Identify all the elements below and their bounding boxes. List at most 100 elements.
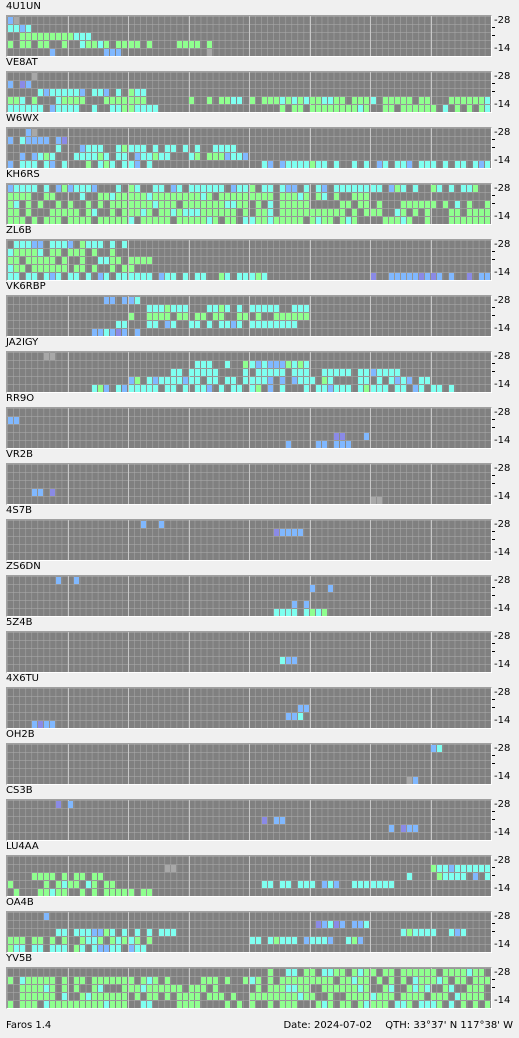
signal-cell [152,152,158,160]
signal-cell [334,208,340,216]
signal-cell [219,312,225,320]
signal-cell [49,240,55,248]
signal-cell [394,376,400,384]
signal-cell [231,96,237,104]
signal-cell [49,272,55,280]
signal-cell [467,984,473,992]
signal-cell [249,184,255,192]
signal-cell [279,656,285,664]
beacon-panel: VR2B -28 -14 [0,448,519,505]
signal-cell [104,296,110,304]
axis-label-top: -28 [494,407,511,418]
signal-cell [49,352,55,360]
signal-cell [461,864,467,872]
signal-cell [388,104,394,112]
signal-cell [310,976,315,984]
beacon-panel: YV5B -28 -14 [0,952,519,1009]
signal-cell [461,992,467,1000]
signal-cell [92,40,98,48]
signal-cell [261,816,267,824]
signal-cell [31,936,37,944]
signal-cell [61,880,67,888]
signal-cell [61,256,67,264]
signal-cell [158,208,164,216]
signal-cell [25,240,31,248]
signal-cell [55,800,61,808]
signal-cell [176,216,182,224]
signal-cell [334,984,340,992]
grid-divider [128,688,129,728]
axis-label-top: -28 [494,687,511,698]
axis-label-top: -28 [494,71,511,82]
signal-cell [31,128,37,136]
signal-cell [122,208,128,216]
signal-cell [19,184,25,192]
signal-cell [219,304,225,312]
grid-divider [188,576,190,616]
signal-cell [128,888,134,896]
beacon-timeline [6,687,492,729]
signal-cell [164,312,170,320]
signal-cell [461,1000,467,1008]
signal-cell [467,200,473,208]
signal-cell [122,96,128,104]
signal-cell [322,936,328,944]
signal-cell [182,208,188,216]
signal-cell [364,160,370,168]
signal-cell [25,248,31,256]
axis-tick [492,979,495,980]
signal-cell [243,376,249,384]
signal-cell [86,160,92,168]
signal-cell [110,48,116,56]
signal-cell [322,104,328,112]
signal-cell [158,192,164,200]
signal-cell [74,184,80,192]
signal-cell [249,216,255,224]
signal-cell [346,216,352,224]
signal-cell [382,104,388,112]
signal-cell [134,144,140,152]
signal-cell [189,320,194,328]
signal-cell [237,312,243,320]
grid-divider [309,240,311,280]
signal-cell [267,1000,273,1008]
grid-divider [188,464,190,504]
signal-cell [61,872,67,880]
signal-cell [152,312,158,320]
signal-cell [279,984,285,992]
signal-cell [170,200,176,208]
signal-cell [49,160,55,168]
signal-cell [400,200,406,208]
signal-cell [412,928,418,936]
signal-cell [31,264,37,272]
signal-cell [207,192,213,200]
signal-cell [49,872,55,880]
grid-divider [309,800,311,840]
signal-cell [424,200,430,208]
signal-cell [340,104,346,112]
signal-cell [424,216,430,224]
signal-cell [140,384,146,392]
signal-cell [225,1000,231,1008]
signal-cell [25,984,31,992]
axis-tick [492,427,495,428]
signal-cell [291,368,297,376]
signal-cell [31,72,37,80]
axis-label-bottom: -14 [494,827,511,838]
signal-cell [37,720,43,728]
signal-cell [37,136,43,144]
signal-cell [291,992,297,1000]
signal-cell [485,160,491,168]
signal-cell [104,48,110,56]
signal-cell [322,96,328,104]
signal-cell [316,976,322,984]
signal-cell [273,368,279,376]
signal-cell [273,360,279,368]
signal-cell [358,368,364,376]
signal-cell [231,216,237,224]
signal-cell [195,320,201,328]
axis-label-top: -28 [494,743,511,754]
signal-cell [334,96,340,104]
grid-divider [249,128,250,168]
signal-cell [128,264,134,272]
